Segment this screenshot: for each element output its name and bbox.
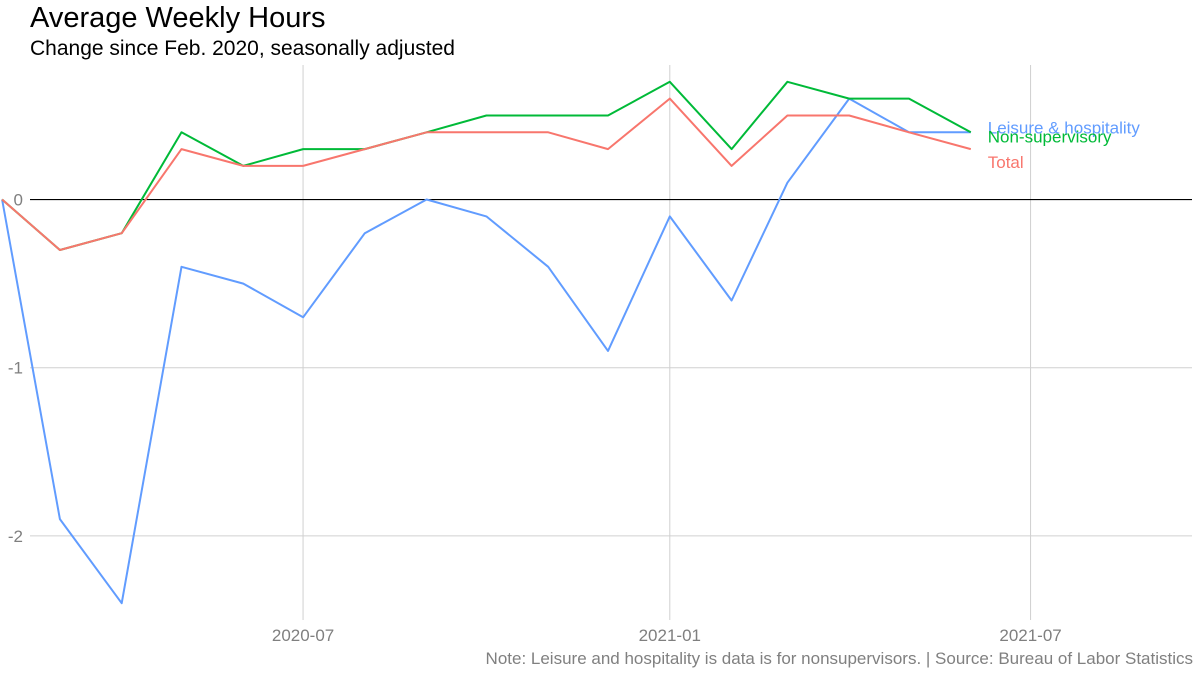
series-line-leisure-hospitality: [1, 97, 971, 605]
series-lines: [1, 80, 972, 605]
series-label-non-supervisory: Non-supervisory: [988, 127, 1112, 146]
x-tick-label-0: 2020-07: [272, 626, 334, 645]
series-label-leisure-hospitality: Leisure & hospitality: [988, 118, 1141, 137]
y-tick-label-1: -1: [8, 359, 23, 378]
y-tick-label-2: -2: [8, 527, 23, 546]
chart-subtitle: Change since Feb. 2020, seasonally adjus…: [30, 37, 455, 60]
chart-caption: Note: Leisure and hospitality is data is…: [485, 649, 1193, 668]
y-axis-ticks: 0 -1 -2: [8, 191, 23, 546]
grid-lines: [30, 65, 1192, 620]
series-line-total: [1, 97, 972, 251]
series-line-non-supervisory: [1, 80, 972, 251]
chart-title: Average Weekly Hours: [30, 2, 326, 34]
x-axis-ticks: 2020-07 2021-01 2021-07: [272, 626, 1062, 645]
x-tick-label-2: 2021-07: [999, 626, 1061, 645]
x-tick-label-1: 2021-01: [639, 626, 701, 645]
series-label-total: Total: [988, 153, 1024, 172]
y-tick-label-0: 0: [14, 191, 23, 210]
